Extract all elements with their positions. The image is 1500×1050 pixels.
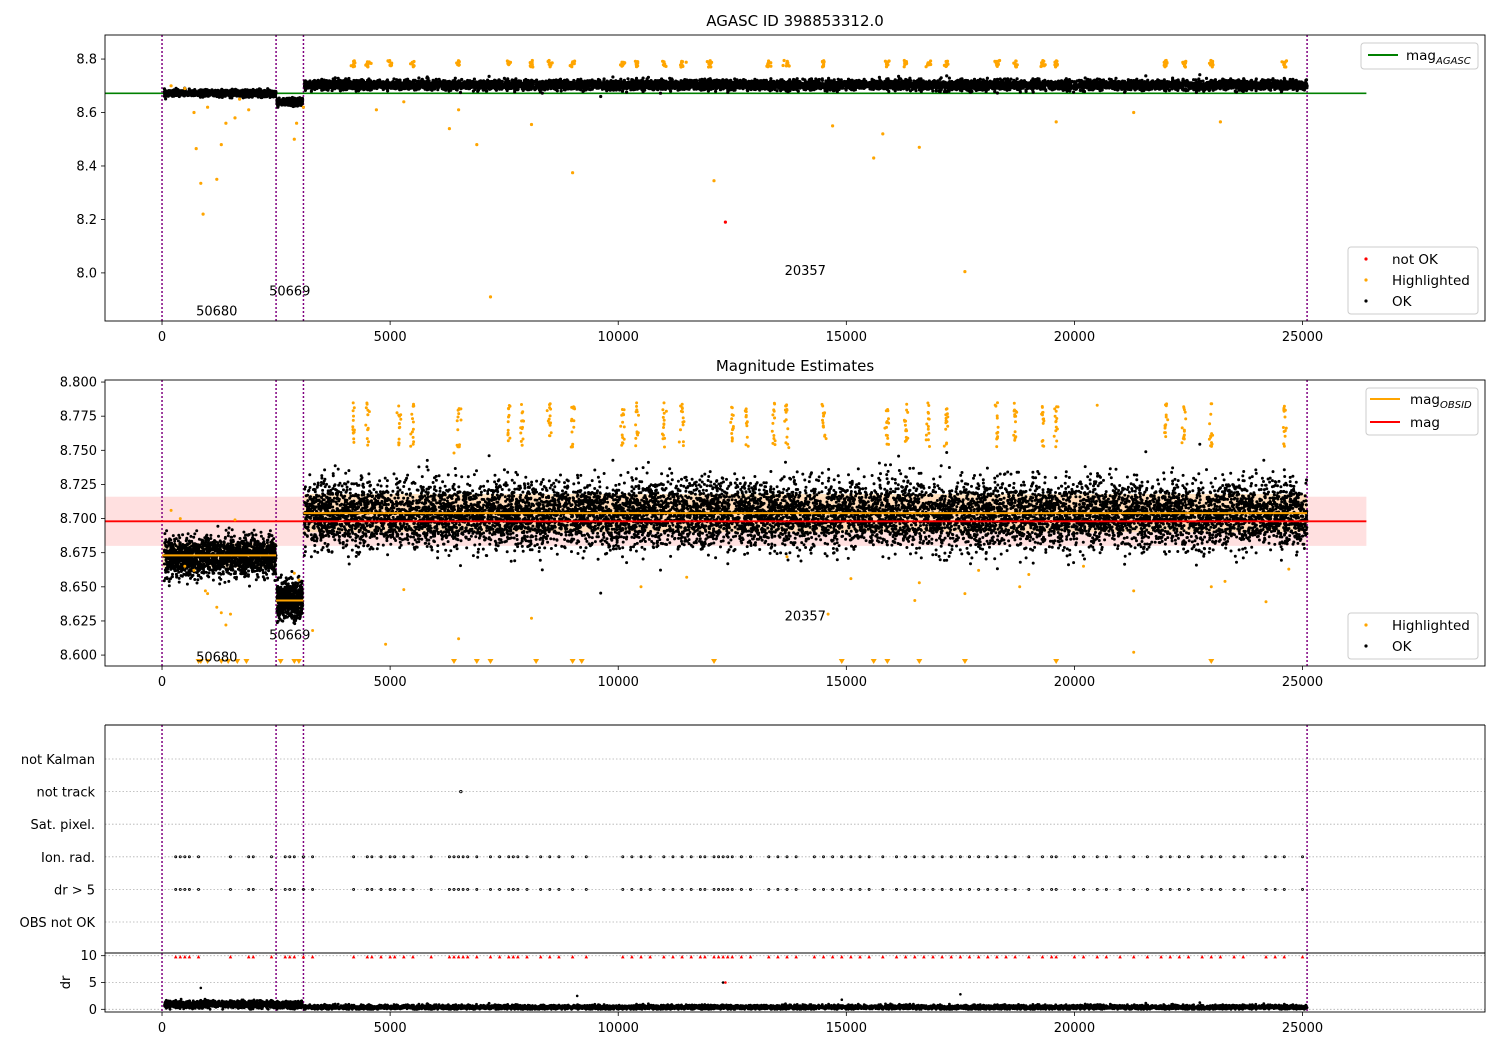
x-tick-label: 0 [158, 675, 166, 690]
obsid-label: 50680 [196, 650, 237, 665]
x-tick-label: 15000 [826, 675, 867, 690]
y-tick-label: 8.725 [60, 478, 97, 493]
x-tick-label: 25000 [1282, 1021, 1323, 1036]
dr-not-ok-point [724, 981, 727, 984]
flag-category-label: not Kalman [21, 753, 95, 768]
middle-panel-magnitude-estimates: 50680 50669 20357 0 5000 10000 15000 20000 25000… [60, 376, 1486, 690]
legend-not-ok-label: not OK [1392, 252, 1439, 268]
x-tick-label: 25000 [1282, 330, 1323, 345]
obsid-label: 50669 [269, 284, 310, 299]
y-tick-label: 0 [89, 1003, 97, 1018]
flag-category-label: OBS not OK [20, 916, 96, 931]
middle-point-legend: Highlighted OK [1347, 612, 1479, 660]
x-tick-label: 15000 [826, 330, 867, 345]
flags-panel: not Kalman not track Sat. pixel. Ion. rad. d… [20, 724, 1486, 953]
x-tick-label: 5000 [374, 330, 407, 345]
y-tick-label: 10 [80, 949, 97, 964]
middle-panel-title: Magnitude Estimates [716, 357, 874, 375]
x-tick-label: 25000 [1282, 675, 1323, 690]
x-tick-label: 10000 [598, 675, 639, 690]
y-tick-label: 8.2 [76, 213, 97, 228]
dr-panel: 0 5000 10000 15000 20000 25000 0 5 10 dr [59, 949, 1486, 1036]
y-tick-label: 8.700 [60, 512, 97, 527]
top-point-legend: not OK Highlighted OK [1347, 246, 1479, 315]
legend-ok-label-mid: OK [1392, 639, 1413, 655]
obsid-label: 20357 [785, 609, 826, 624]
ok-points [162, 442, 1309, 626]
not-track-flag [459, 789, 463, 794]
y-tick-label: 8.750 [60, 444, 97, 459]
y-tick-label: 8.0 [76, 266, 97, 281]
dr-outlier-points [199, 981, 962, 1001]
legend-ok-label: OK [1392, 294, 1413, 310]
x-tick-label: 5000 [374, 1021, 407, 1036]
middle-line-legend: magOBSID mag [1365, 387, 1479, 436]
x-tick-label: 20000 [1054, 330, 1095, 345]
flag-category-label: not track [36, 786, 95, 801]
flag-category-label: dr > 5 [54, 883, 95, 898]
y-tick-label: 8.600 [60, 649, 97, 664]
flag-category-label: Sat. pixel. [31, 818, 95, 833]
y-tick-label: 8.4 [76, 159, 97, 174]
dr-axis-label: dr [59, 975, 74, 989]
figure-title: AGASC ID 398853312.0 [706, 12, 884, 30]
x-tick-label: 10000 [598, 330, 639, 345]
y-tick-label: 8.675 [60, 546, 97, 561]
x-tick-label: 0 [158, 1021, 166, 1036]
x-tick-label: 20000 [1054, 675, 1095, 690]
obsid-label: 20357 [785, 264, 826, 279]
top-panel-magnitude-vs-time: 50680 50669 20357 0 5000 10000 15000 20000 25000… [76, 34, 1486, 345]
obsid-label: 50680 [196, 304, 237, 319]
legend-mag-label: mag [1410, 415, 1440, 431]
y-tick-label: 8.800 [60, 376, 97, 391]
top-panel-frame [104, 34, 1486, 322]
legend-highlighted-label: Highlighted [1392, 273, 1470, 289]
x-tick-label: 10000 [598, 1021, 639, 1036]
top-line-legend: magAGASC [1360, 42, 1479, 70]
x-tick-label: 20000 [1054, 1021, 1095, 1036]
y-tick-label: 8.8 [76, 53, 97, 68]
x-tick-label: 5000 [374, 675, 407, 690]
ion-rad-flags [174, 855, 1304, 859]
x-tick-label: 0 [158, 330, 166, 345]
y-tick-label: 8.6 [76, 106, 97, 121]
obsid-label: 50669 [269, 629, 310, 644]
x-tick-label: 15000 [826, 1021, 867, 1036]
middle-panel-frame [104, 379, 1486, 667]
dr-ok-points [163, 997, 1309, 1011]
y-tick-label: 8.775 [60, 410, 97, 425]
y-tick-label: 8.650 [60, 580, 97, 595]
dr-gt-5-flags [174, 887, 1304, 891]
flag-category-label: Ion. rad. [41, 851, 95, 866]
not-ok-points [723, 220, 727, 224]
y-tick-label: 5 [89, 976, 97, 991]
ok-points [162, 73, 1309, 109]
below-range-markers [195, 659, 1215, 664]
legend-highlighted-label-mid: Highlighted [1392, 618, 1470, 634]
y-tick-label: 8.625 [60, 614, 97, 629]
